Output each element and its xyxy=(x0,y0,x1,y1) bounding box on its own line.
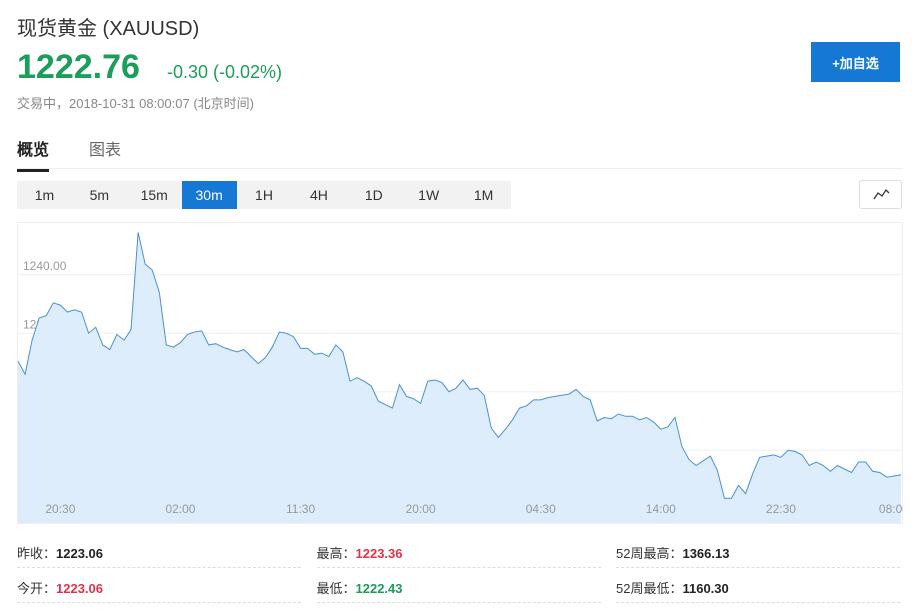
stat: 昨收：1223.06 xyxy=(17,543,301,568)
stat-value: 1223.06 xyxy=(56,581,104,596)
y-tick-label: 1240.00 xyxy=(23,259,67,273)
stat-value: 1223.06 xyxy=(56,546,104,561)
stat-label: 52周最高： xyxy=(616,546,683,561)
title: 现货黄金 (XAUUSD) xyxy=(17,18,200,40)
x-tick-label: 20:30 xyxy=(45,502,75,516)
stat-label: 52周最低： xyxy=(616,581,683,596)
period-button[interactable]: 5m xyxy=(89,187,110,203)
stat: 52周最高：1366.13 xyxy=(616,543,900,568)
stat-label: 今开： xyxy=(17,581,57,596)
stat: 今开：1223.06 xyxy=(17,578,301,603)
stats-row: 今开：1223.06 最低：1222.43 52周最低：1160.30 xyxy=(17,568,903,603)
stat-value: 1160.30 xyxy=(682,581,729,596)
x-tick-label: 11:30 xyxy=(286,502,315,516)
chart-type-button[interactable] xyxy=(859,180,902,209)
period-button[interactable]: 1M xyxy=(473,187,494,203)
period-button[interactable]: 30m xyxy=(181,181,237,209)
stat-value: 1366.13 xyxy=(682,546,730,561)
x-tick-label: 22:30 xyxy=(766,502,796,516)
x-tick-label: 14:00 xyxy=(646,502,676,516)
x-tick-label: 20:00 xyxy=(406,502,436,516)
stats-row: 昨收：1223.06 最高：1223.36 52周最高：1366.13 xyxy=(17,533,903,568)
stat-value: 1222.43 xyxy=(355,581,403,596)
trade-status: 交易中，2018-10-31 08:00:07 (北京时间) xyxy=(17,96,254,111)
chart-icon xyxy=(873,188,890,200)
period-button[interactable]: 4H xyxy=(309,187,328,203)
area-fill xyxy=(18,232,901,523)
x-tick-label: 02:00 xyxy=(165,502,195,516)
period-button[interactable]: 15m xyxy=(140,187,168,203)
tab[interactable]: 图表 xyxy=(89,142,122,159)
price-line xyxy=(17,232,902,499)
period-button[interactable]: 1W xyxy=(418,187,440,203)
stat-label: 最低： xyxy=(316,581,356,596)
tab-bar: 概览 图表 xyxy=(17,128,903,172)
stat: 最高：1223.36 xyxy=(316,543,601,568)
period-button[interactable]: 1m xyxy=(34,187,55,203)
price-change: -0.30 (-0.02%) xyxy=(167,62,283,82)
period-button[interactable]: 1D xyxy=(364,187,383,203)
period-bar: 1m 5m 15m 30m 1H 4H 1D 1W 1M xyxy=(17,181,511,209)
x-tick-label: 08:00 xyxy=(879,502,903,516)
stat-label: 昨收： xyxy=(17,546,57,561)
tab[interactable]: 概览 xyxy=(17,136,50,172)
stat: 52周最低：1160.30 xyxy=(616,578,900,603)
stat-label: 最高： xyxy=(316,546,356,561)
chart: W华尔街见闻1220.001225.001230.001235.001240.0… xyxy=(17,222,903,524)
x-tick-label: 04:30 xyxy=(526,502,556,516)
price: 1222.76 xyxy=(17,48,140,86)
period-button[interactable]: 1H xyxy=(255,187,273,203)
stat-value: 1223.36 xyxy=(355,546,403,561)
add-watchlist-button[interactable]: +加自选 xyxy=(811,42,900,82)
stat: 最低：1222.43 xyxy=(316,578,601,603)
